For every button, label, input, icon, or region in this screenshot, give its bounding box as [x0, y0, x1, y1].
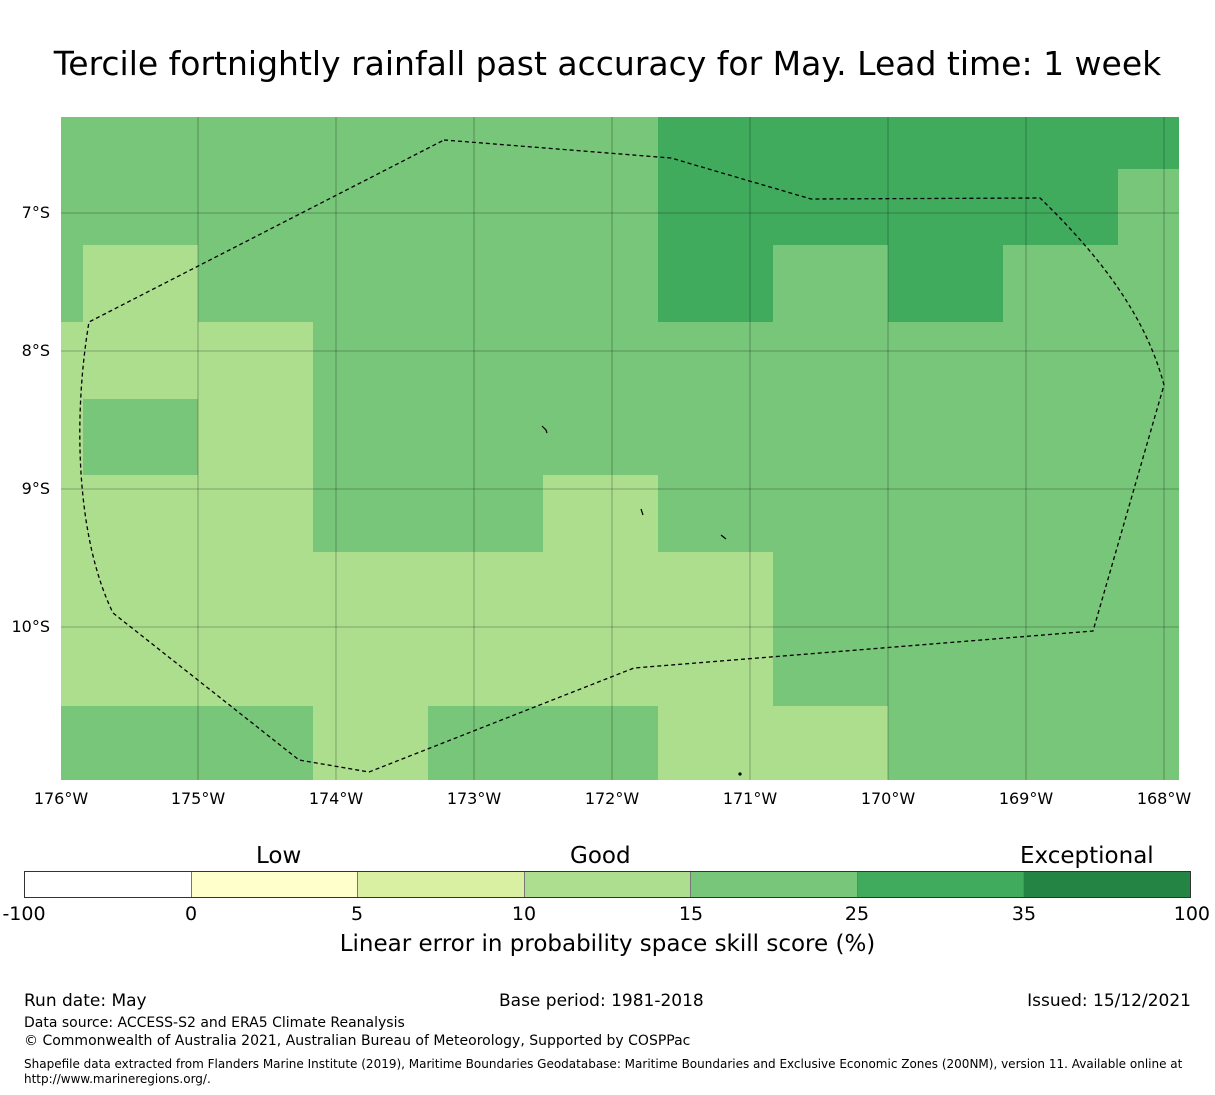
skill-cells — [61, 117, 1179, 780]
lon-label: 168°W — [1136, 789, 1192, 808]
lon-label: 173°W — [446, 789, 502, 808]
lat-label-8s: 8°S — [21, 341, 50, 360]
cell-light — [61, 322, 83, 780]
colorbar-segment — [857, 872, 1025, 897]
colorbar — [24, 871, 1191, 898]
copyright: © Commonwealth of Australia 2021, Austra… — [24, 1033, 691, 1049]
category-good: Good — [570, 843, 631, 869]
colorbar-tick: 15 — [678, 903, 704, 925]
lon-label: 170°W — [860, 789, 916, 808]
lon-label: 171°W — [722, 789, 778, 808]
lon-label: 172°W — [584, 789, 640, 808]
colorbar-segment — [358, 872, 525, 897]
colorbar-label: Linear error in probability space skill … — [339, 931, 876, 957]
cell-light — [83, 322, 198, 399]
category-low: Low — [256, 843, 302, 869]
colorbar-tick: 10 — [511, 903, 537, 925]
colorbar-segment — [691, 872, 858, 897]
lon-label: 174°W — [308, 789, 364, 808]
data-source: Data source: ACCESS-S2 and ERA5 Climate … — [24, 1015, 405, 1031]
cell-very-good — [658, 169, 1118, 245]
colorbar-tick: 100 — [1173, 903, 1210, 925]
cell-very-good — [658, 245, 773, 322]
shapefile-credit: Shapefile data extracted from Flanders M… — [24, 1057, 1183, 1086]
colorbar-tick: 25 — [844, 903, 870, 925]
cell-light — [83, 245, 198, 322]
island-marker — [640, 508, 644, 516]
island-marker — [720, 534, 727, 540]
eez-boundary — [79, 139, 1165, 773]
colorbar-segment — [25, 872, 192, 897]
cell-light — [198, 322, 313, 706]
map-title: Tercile fortnightly rainfall past accura… — [53, 44, 1162, 83]
cell-good — [61, 706, 313, 780]
issued-date: Issued: 15/12/2021 — [1027, 991, 1191, 1011]
lat-label-9s: 9°S — [21, 479, 50, 498]
colorbar-tick: 5 — [350, 903, 364, 925]
cell-light — [83, 475, 198, 706]
skill-map[interactable] — [61, 117, 1179, 780]
cell-light — [313, 552, 543, 706]
islands — [541, 425, 742, 776]
colorbar-tick: -100 — [2, 903, 46, 925]
island-marker — [541, 425, 548, 434]
colorbar-segment — [1024, 872, 1191, 897]
category-exceptional: Exceptional — [1020, 843, 1154, 869]
cell-very-good — [658, 117, 1179, 169]
colorbar-segment — [191, 872, 359, 897]
run-date: Run date: May — [24, 991, 147, 1011]
cell-light — [313, 706, 428, 780]
colorbar-tick: 0 — [184, 903, 198, 925]
cell-light — [658, 552, 773, 780]
colorbar-segment — [524, 872, 692, 897]
colorbar-tick: 35 — [1011, 903, 1037, 925]
lat-label-10s: 10°S — [11, 617, 50, 636]
map-gridlines — [61, 117, 1179, 780]
island-marker — [738, 772, 742, 776]
cell-very-good — [888, 245, 1003, 322]
lon-label: 176°W — [33, 789, 89, 808]
base-period: Base period: 1981-2018 — [499, 991, 704, 1011]
lon-label: 169°W — [998, 789, 1054, 808]
lat-label-7s: 7°S — [21, 203, 50, 222]
cell-light — [773, 706, 888, 780]
lon-label: 175°W — [170, 789, 226, 808]
